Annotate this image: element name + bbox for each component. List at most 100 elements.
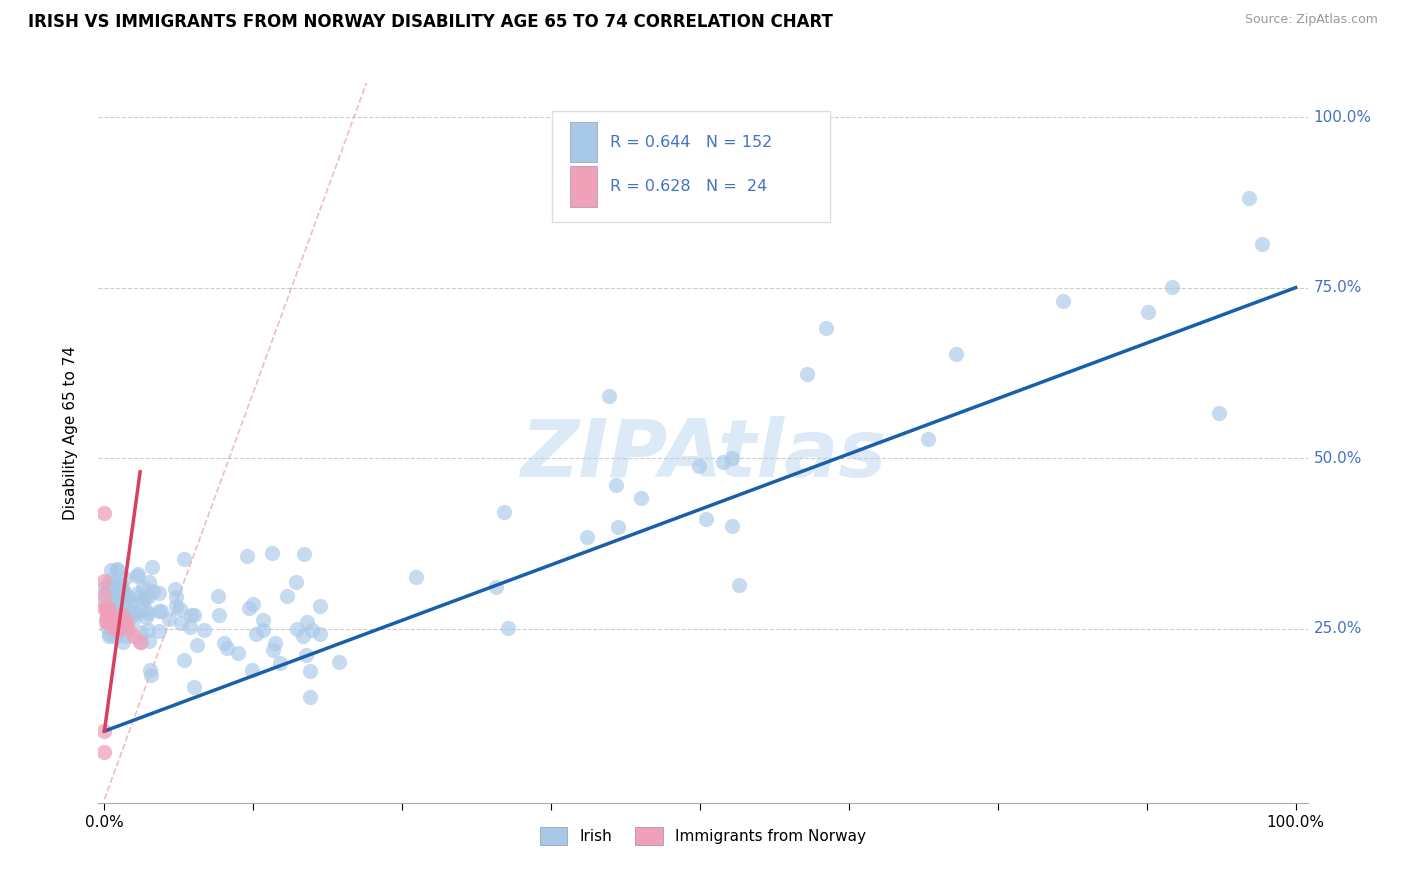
Legend: Irish, Immigrants from Norway: Irish, Immigrants from Norway xyxy=(534,821,872,851)
Y-axis label: Disability Age 65 to 74: Disability Age 65 to 74 xyxy=(63,345,77,520)
Point xyxy=(114,571,136,585)
Point xyxy=(103,622,125,636)
Point xyxy=(148,624,170,638)
Point xyxy=(94,615,117,629)
Point xyxy=(100,563,122,577)
Point xyxy=(100,612,122,626)
Point xyxy=(94,601,117,615)
Point xyxy=(138,663,160,677)
Point xyxy=(240,663,263,677)
Point xyxy=(148,604,170,618)
Point xyxy=(136,623,159,637)
Point xyxy=(104,598,127,612)
Text: R = 0.644   N = 152: R = 0.644 N = 152 xyxy=(610,135,772,150)
Point xyxy=(294,648,316,662)
Point xyxy=(96,608,118,623)
Point xyxy=(127,566,149,581)
Point xyxy=(115,629,138,643)
Point xyxy=(100,608,122,623)
Point xyxy=(94,580,117,594)
Point xyxy=(269,657,291,671)
Point xyxy=(245,627,267,641)
Point xyxy=(122,629,145,643)
Point xyxy=(98,573,121,587)
Point xyxy=(226,646,249,660)
Point xyxy=(110,599,132,614)
Point xyxy=(207,607,229,622)
Point xyxy=(105,563,128,577)
Point xyxy=(115,605,138,619)
Point xyxy=(125,606,148,620)
Point xyxy=(1136,305,1159,319)
Point xyxy=(107,587,129,601)
Point xyxy=(110,578,132,592)
Point xyxy=(405,569,427,583)
Point xyxy=(112,583,135,598)
Point xyxy=(134,591,156,605)
Point xyxy=(207,590,229,604)
Point xyxy=(94,612,117,626)
Text: Source: ZipAtlas.com: Source: ZipAtlas.com xyxy=(1244,13,1378,27)
Point xyxy=(117,622,139,636)
Point xyxy=(183,607,205,622)
Point xyxy=(124,610,146,624)
Point xyxy=(630,491,652,505)
Point xyxy=(97,615,120,629)
Point xyxy=(111,585,134,599)
Point xyxy=(139,667,162,681)
Point xyxy=(494,505,516,519)
Point xyxy=(93,724,115,739)
Point xyxy=(111,588,134,602)
Point xyxy=(485,580,508,594)
Point xyxy=(308,627,330,641)
Point xyxy=(252,623,274,637)
Point xyxy=(107,615,129,630)
Point xyxy=(212,636,235,650)
Point xyxy=(105,562,128,576)
Point xyxy=(138,634,160,648)
Point xyxy=(107,604,129,618)
Point xyxy=(110,608,132,623)
Point xyxy=(276,590,298,604)
Point xyxy=(285,623,308,637)
Point xyxy=(298,664,321,678)
Point xyxy=(128,625,150,640)
Point xyxy=(814,321,837,335)
Point xyxy=(148,586,170,600)
Point xyxy=(93,601,115,615)
Point xyxy=(284,574,307,589)
Point xyxy=(149,603,172,617)
Point xyxy=(96,610,118,624)
Point xyxy=(917,432,939,446)
Point xyxy=(135,609,157,624)
Point xyxy=(96,584,118,599)
Point xyxy=(252,613,274,627)
Point xyxy=(695,511,717,525)
Point xyxy=(309,599,332,613)
Point xyxy=(292,629,315,643)
Point xyxy=(103,604,125,618)
Point xyxy=(117,591,139,605)
Point xyxy=(128,591,150,605)
Point xyxy=(110,592,132,607)
Point xyxy=(134,602,156,616)
Point xyxy=(111,616,134,631)
Point xyxy=(301,624,323,638)
Point xyxy=(105,615,128,629)
Point xyxy=(292,547,315,561)
Point xyxy=(605,478,627,492)
Point xyxy=(180,608,202,623)
Point xyxy=(138,590,160,604)
Point xyxy=(93,593,115,607)
Point xyxy=(127,586,149,600)
Point xyxy=(98,615,121,629)
Point xyxy=(170,616,193,631)
Point xyxy=(104,588,127,602)
Point xyxy=(262,546,284,560)
Point xyxy=(93,506,115,520)
Text: 25.0%: 25.0% xyxy=(1313,622,1362,636)
Point xyxy=(796,367,818,381)
Point xyxy=(114,615,136,629)
Point xyxy=(262,643,284,657)
Point xyxy=(297,615,319,630)
